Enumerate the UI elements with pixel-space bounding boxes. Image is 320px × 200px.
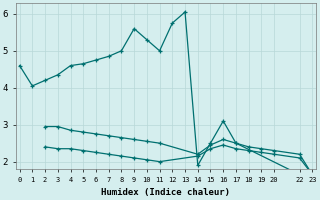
X-axis label: Humidex (Indice chaleur): Humidex (Indice chaleur) xyxy=(101,188,230,197)
